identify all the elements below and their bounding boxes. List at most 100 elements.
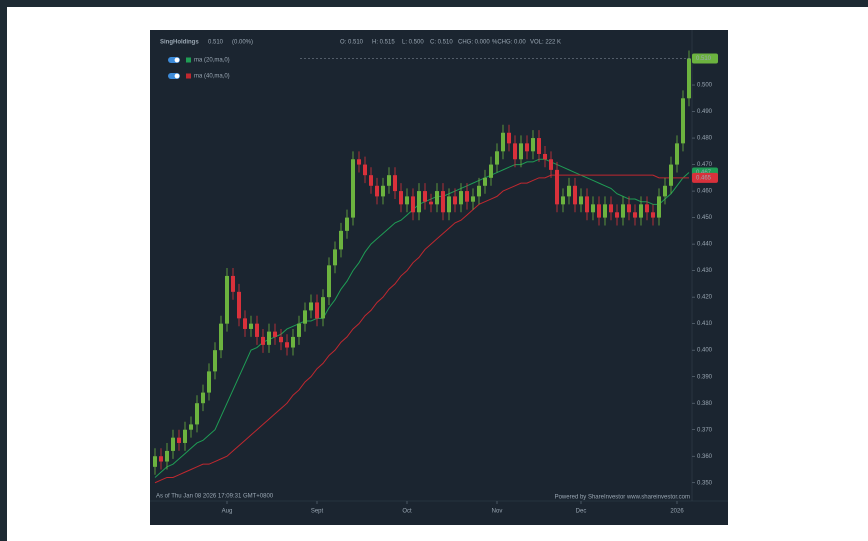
price-tag-label: 0.465 [696, 175, 712, 181]
plot: 0.350 0.360 0.370 0.380 0.390 0.400 0.410 0.420… [153, 50, 718, 515]
candle-body [339, 230, 343, 250]
price-tag [692, 172, 718, 183]
candle-body [285, 342, 289, 348]
y-tick-label: 0.490 [697, 109, 713, 115]
candle-body [291, 336, 295, 348]
candle-body [255, 323, 259, 337]
candle-body [381, 185, 385, 197]
candle-body [345, 217, 349, 231]
candle-body [159, 456, 163, 462]
x-tick-label: Nov [492, 509, 503, 515]
candle-body [183, 429, 187, 443]
candle-body [561, 196, 565, 205]
candle-body [549, 159, 553, 170]
stat: VOL: 222 K [530, 40, 561, 46]
candle-body [303, 310, 307, 324]
candle-body [465, 191, 469, 202]
price-tag-label: 0.510 [696, 56, 712, 62]
chart-panel [150, 30, 728, 525]
candle-body [525, 143, 529, 152]
candle-body [495, 151, 499, 165]
x-tick-label: Dec [576, 509, 587, 515]
x-tick-label: 2026 [670, 509, 684, 515]
stat: CHG: 0.000 [458, 40, 490, 46]
candle-body [447, 196, 451, 213]
y-tick-label: 0.400 [697, 348, 713, 354]
ma-line [154, 174, 689, 484]
candle-body [513, 143, 517, 160]
candle-body [453, 196, 457, 205]
candle-body [363, 164, 367, 176]
candle-body [375, 185, 379, 197]
candle-body [633, 212, 637, 218]
candle-body [369, 175, 373, 186]
y-tick-label: 0.420 [697, 295, 713, 301]
candle-body [555, 169, 559, 205]
candle-body [411, 196, 415, 213]
candle-body [531, 138, 535, 152]
candle-body [327, 265, 331, 298]
stat: H: 0.515 [372, 40, 395, 46]
legend-swatch [186, 57, 191, 63]
candle-body [351, 159, 355, 218]
y-tick-label: 0.430 [697, 268, 713, 274]
candle-body [237, 291, 241, 319]
candle-body [579, 196, 583, 205]
candle-body [681, 98, 685, 144]
candle-body [675, 143, 679, 165]
footer-left: As of Thu Jan 08 2026 17:09:31 GMT+0800 [156, 494, 274, 500]
candle-body [687, 58, 691, 99]
candle-body [615, 212, 619, 218]
candle-body [309, 302, 313, 311]
candle-body [567, 185, 571, 197]
header: SingHoldings 0.510 (0.00%) O: 0.510 H: 0.515… [160, 40, 561, 46]
x-tick-label: Aug [222, 509, 233, 515]
left-bar [0, 0, 7, 541]
y-tick-label: 0.390 [697, 374, 713, 380]
candle-body [627, 204, 631, 213]
y-tick-label: 0.460 [697, 189, 713, 195]
candle-body [321, 297, 325, 319]
candle-body [387, 175, 391, 186]
candle-body [645, 204, 649, 213]
price-tag [692, 53, 718, 64]
candle-body [267, 331, 271, 345]
candle-body [213, 350, 217, 372]
candle-body [417, 191, 421, 213]
candle-body [201, 392, 205, 404]
legend-toggle-knob[interactable] [174, 73, 180, 79]
stat: L: 0.500 [402, 40, 424, 46]
y-tick-label: 0.480 [697, 136, 713, 142]
candle-body [189, 424, 193, 430]
candle-body [519, 143, 523, 160]
y-tick-label: 0.380 [697, 401, 713, 407]
candle-body [399, 191, 403, 205]
change: (0.00%) [232, 40, 253, 46]
footer-right: Powered by ShareInvestor www.shareinvest… [555, 495, 690, 501]
candle-body [165, 450, 169, 462]
candle-body [393, 175, 397, 192]
candle-body [249, 323, 253, 329]
y-tick-label: 0.440 [697, 242, 713, 248]
candle-body [243, 318, 247, 329]
candle-body [177, 437, 181, 443]
stat: O: 0.510 [340, 40, 364, 46]
candle-body [639, 204, 643, 218]
y-tick-label: 0.470 [697, 162, 713, 168]
candle-body [663, 185, 667, 197]
candle-body [171, 437, 175, 451]
x-tick-label: Sept [311, 509, 324, 515]
candle-body [543, 153, 547, 160]
candle-body [297, 323, 301, 337]
candle-body [423, 191, 427, 202]
candle-body [231, 275, 235, 292]
legend-toggle-knob[interactable] [174, 57, 180, 63]
candle-body [219, 323, 223, 351]
candle-body [435, 191, 439, 205]
candle-body [261, 336, 265, 345]
candle-body [669, 164, 673, 186]
top-bar [0, 0, 868, 7]
y-tick-label: 0.500 [697, 83, 713, 89]
candle-body [537, 138, 541, 154]
